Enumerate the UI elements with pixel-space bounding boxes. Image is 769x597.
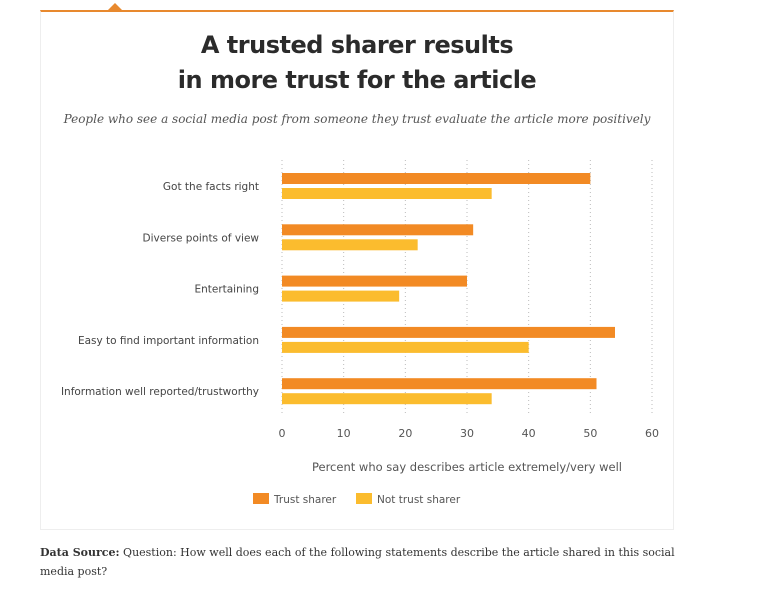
bar-not-trust xyxy=(282,188,492,199)
bar-not-trust xyxy=(282,341,529,353)
x-tick-label: 50 xyxy=(583,427,597,440)
chart-subtitle: People who see a social media post from … xyxy=(63,112,651,126)
x-tick-label: 20 xyxy=(398,427,412,440)
bar-trust xyxy=(282,326,615,338)
bar-trust xyxy=(282,224,474,236)
pointer-triangle xyxy=(108,3,122,10)
x-axis-title: Percent who say describes article extrem… xyxy=(312,460,622,474)
title-line-2: in more trust for the article xyxy=(177,66,537,94)
data-source: Data Source: Question: How well does eac… xyxy=(40,543,680,581)
x-tick-label: 10 xyxy=(337,427,351,440)
bar-trust xyxy=(282,173,591,184)
legend-swatch xyxy=(253,493,269,504)
bar-not-trust xyxy=(282,393,492,405)
category-label: Diverse points of view xyxy=(143,232,260,244)
category-label: Got the facts right xyxy=(163,181,259,193)
chart-title: A trusted sharer results in more trust fo… xyxy=(40,28,674,98)
legend-label: Not trust sharer xyxy=(377,494,461,506)
source-text: Question: How well does each of the foll… xyxy=(40,546,675,578)
legend-label: Trust sharer xyxy=(273,494,337,506)
category-label: Information well reported/trustworthy xyxy=(61,386,259,398)
bar-not-trust xyxy=(282,239,418,251)
bar-trust xyxy=(282,378,597,390)
x-tick-label: 60 xyxy=(645,427,659,440)
x-tick-label: 30 xyxy=(460,427,474,440)
category-label: Easy to find important information xyxy=(78,335,259,347)
chart-card xyxy=(40,10,674,530)
source-label: Data Source: xyxy=(40,546,120,559)
x-tick-label: 40 xyxy=(522,427,536,440)
bar-trust xyxy=(282,275,467,287)
bar-not-trust xyxy=(282,290,400,302)
title-line-1: A trusted sharer results xyxy=(200,31,514,59)
x-tick-label: 0 xyxy=(279,427,286,440)
legend-swatch xyxy=(356,493,372,504)
category-label: Entertaining xyxy=(194,284,259,296)
